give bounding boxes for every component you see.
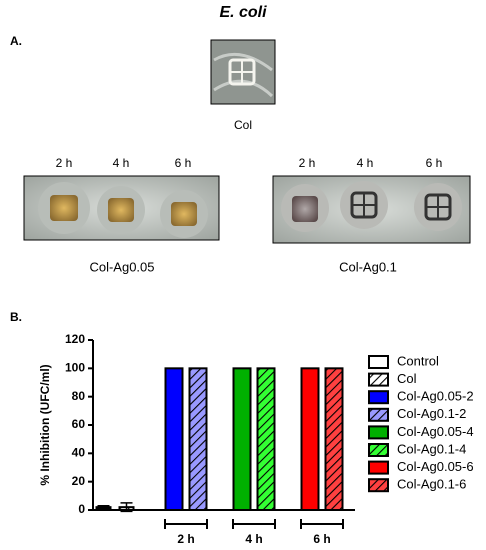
bar: [164, 367, 184, 512]
y-tick-label: 60: [72, 417, 86, 431]
bar: [300, 367, 320, 512]
legend-swatch: [368, 443, 389, 457]
photo-ag005: [23, 175, 220, 241]
legend-swatch: [368, 355, 389, 369]
photo-label: Col-Ag0.1: [339, 259, 397, 274]
legend-label: Control: [397, 353, 439, 368]
legend-swatch: [368, 460, 389, 475]
photo-label: Col-Ag0.05: [89, 259, 154, 274]
y-tick-label: 120: [65, 332, 85, 346]
bar: [188, 367, 208, 512]
time-label: 6 h: [175, 156, 192, 170]
bar: [324, 367, 344, 512]
bar: [232, 367, 252, 512]
legend-label: Col-Ag0.1-6: [397, 477, 466, 492]
y-tick-label: 20: [72, 474, 86, 488]
time-label: 4 h: [113, 156, 130, 170]
photo-ag01: [272, 175, 471, 244]
x-tick-label: 2 h: [177, 532, 194, 546]
y-tick-label: 40: [72, 446, 86, 460]
group-bracket: [300, 519, 344, 529]
legend-label: Col-Ag0.05-2: [397, 389, 474, 404]
legend-label: Col-Ag0.05-6: [397, 459, 474, 474]
legend-swatch: [368, 372, 389, 387]
error-bar: [120, 502, 133, 513]
photo-label: Col: [234, 118, 252, 132]
y-tick-label: 80: [72, 389, 86, 403]
y-axis-label: % Inhibition (UFC/ml): [38, 364, 52, 485]
legend-swatch: [368, 390, 389, 405]
bar: [256, 367, 276, 512]
time-label: 2 h: [56, 156, 73, 170]
legend-label: Col: [397, 371, 417, 386]
y-tick-label: 0: [78, 502, 85, 516]
legend-label: Col-Ag0.1-4: [397, 441, 466, 456]
legend-label: Col-Ag0.05-4: [397, 424, 474, 439]
figure-title: E. coli: [219, 4, 267, 21]
group-bracket: [232, 519, 276, 529]
legend-swatch: [368, 425, 389, 440]
legend-swatch: [368, 407, 389, 422]
x-tick-label: 4 h: [245, 532, 262, 546]
y-tick-label: 100: [65, 361, 85, 375]
error-bar: [97, 505, 110, 510]
time-label: 6 h: [426, 156, 443, 170]
legend-swatch: [368, 478, 389, 493]
panel-label: A.: [10, 34, 22, 48]
photo-col: [210, 39, 276, 105]
group-bracket: [164, 519, 208, 529]
x-tick-label: 6 h: [313, 532, 330, 546]
time-label: 4 h: [357, 156, 374, 170]
legend-label: Col-Ag0.1-2: [397, 406, 466, 421]
panel-label: B.: [10, 310, 22, 324]
time-label: 2 h: [299, 156, 316, 170]
